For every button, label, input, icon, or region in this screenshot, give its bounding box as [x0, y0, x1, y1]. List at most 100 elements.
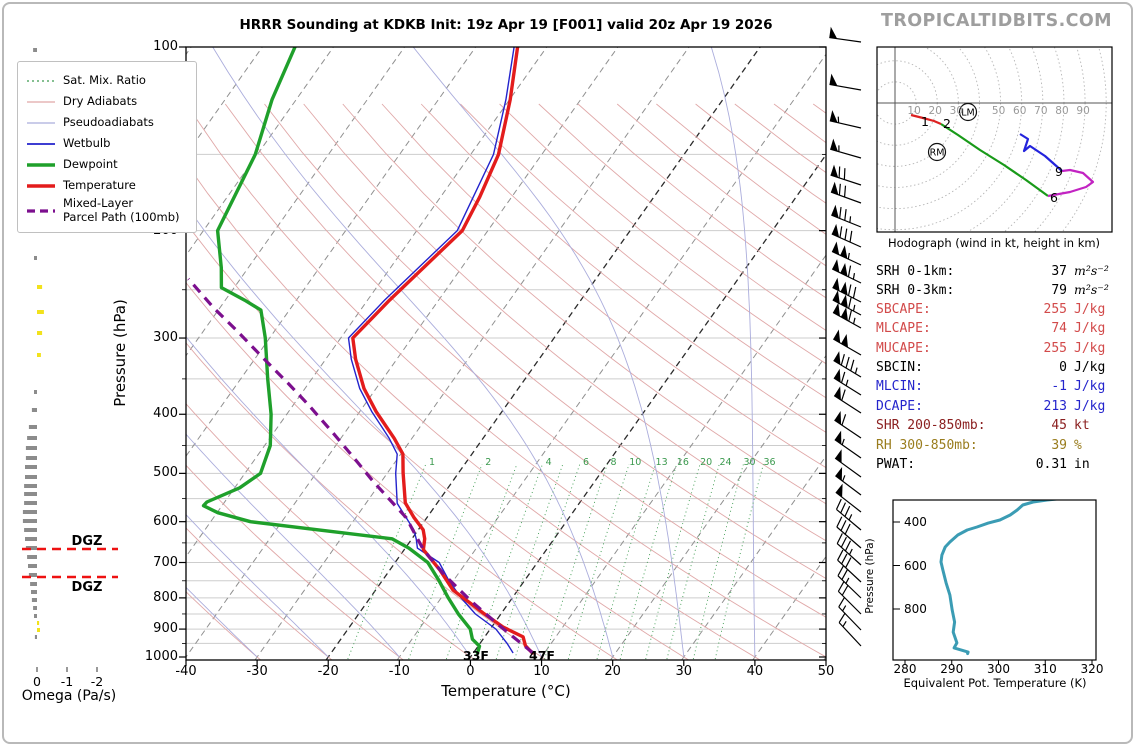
wind-barb-shaft [833, 360, 862, 378]
wind-barb-full [843, 185, 847, 198]
omega-bar [28, 564, 37, 568]
wind-barb-pennant [833, 329, 841, 343]
dry-adiabat-line [420, 103, 826, 433]
wind-barb-full [836, 533, 843, 544]
omega-bar [37, 285, 43, 289]
indices-panel: SRH 0-1km: 37 m²s⁻² SRH 0-3km: 79 m²s⁻² SBCAPE… [876, 263, 1128, 476]
wind-barb-pennant [840, 245, 848, 259]
storm-motion-label: LM [961, 107, 975, 118]
dewpoint-curve [201, 47, 482, 655]
wind-barb-half [841, 438, 845, 446]
wetbulb-curve [347, 47, 515, 654]
legend-swatch [26, 113, 56, 132]
legend-swatch [26, 92, 56, 111]
wind-barb-full [847, 265, 852, 277]
omega-bar [37, 628, 40, 632]
legend-item-label: Sat. Mix. Ratio [63, 72, 146, 87]
omega-bar [28, 573, 37, 577]
skewt-frame [185, 46, 827, 661]
omega-bar [24, 484, 37, 488]
wind-barb-pennant [832, 241, 840, 255]
wind-barb-full [844, 540, 852, 552]
omega-bar [34, 390, 37, 394]
wind-barb-full [848, 297, 852, 309]
hodograph-segment-9km+ [1019, 133, 1063, 172]
legend-swatch [26, 155, 56, 174]
mixing-ratio-line [473, 464, 543, 660]
wind-barb-shaft [833, 395, 862, 414]
index-row: SRH 0-3km: 79 m²s⁻² [876, 282, 1128, 301]
mixing-ratio-line [619, 464, 678, 660]
index-row: MLCIN: -1 J/kg [876, 379, 1128, 398]
index-label: SRH 0-3km: [876, 283, 955, 299]
hodograph-height-label: 9 [1055, 164, 1063, 179]
legend-item-label: Dewpoint [63, 156, 118, 171]
wind-barb-full [838, 596, 846, 608]
index-value: 74 [1051, 321, 1067, 337]
isotherm-line [254, 47, 690, 660]
dry-adiabat-line [381, 103, 826, 469]
skewt-plot-area [186, 47, 826, 660]
pseudoadiabat-line [186, 336, 471, 658]
omega-bar [25, 537, 37, 541]
dry-adiabat-line [186, 103, 826, 658]
wind-barb-half [854, 367, 858, 374]
wind-barb-pennant [833, 351, 841, 365]
legend-item-label: Pseudoadiabats [63, 114, 154, 129]
legend-item-label: Mixed-Layer Parcel Path (100mb) [63, 196, 180, 224]
index-value: 39 [1051, 437, 1067, 453]
index-label: SRH 0-1km: [876, 264, 955, 279]
wind-barb-full [836, 516, 843, 528]
index-label: MUCAPE: [876, 340, 931, 356]
isotherm-line [610, 354, 826, 660]
wind-barb-pennant [834, 411, 842, 425]
wind-barb-shaft [829, 83, 862, 91]
wind-barb-shaft [835, 491, 862, 513]
wind-barb-full [839, 226, 843, 238]
mixing-ratio-line [514, 464, 581, 660]
wind-barb-pennant [832, 290, 840, 304]
storm-motion-label: RM [930, 147, 945, 158]
omega-panel [22, 48, 118, 672]
wind-barb-pennant [840, 281, 848, 296]
wind-barb-pennant [831, 223, 840, 238]
index-value: 255 [1043, 340, 1067, 356]
legend-item-label: Dry Adiabats [63, 93, 138, 108]
omega-bar [37, 621, 40, 625]
omega-bar [24, 492, 37, 496]
dry-adiabat-line [186, 527, 333, 660]
index-row: MLCAPE: 74 J/kg [876, 321, 1128, 340]
wind-barb-pennant [841, 334, 848, 348]
index-row: SHR 200-850mb: 45 kt [876, 418, 1128, 437]
theta-e-frame [892, 499, 1097, 661]
index-row: DCAPE: 213 J/kg [876, 399, 1128, 418]
wind-barb-pennant [831, 204, 839, 218]
dry-adiabat-line [264, 103, 826, 580]
legend-item: Pseudoadiabats [26, 113, 188, 132]
index-label: MLCIN: [876, 379, 923, 395]
omega-bar [22, 519, 37, 523]
omega-bar [24, 528, 37, 532]
wind-barb-full [852, 286, 857, 299]
dry-adiabat-line [186, 591, 262, 660]
legend-swatch [26, 134, 56, 153]
wind-barb-half [847, 252, 850, 260]
index-unit: J/kg [1074, 359, 1106, 375]
wind-barb-half [848, 548, 853, 555]
legend-swatch [26, 201, 56, 220]
legend-item: Dry Adiabats [26, 92, 188, 111]
index-value: 255 [1043, 301, 1067, 317]
omega-bar [37, 331, 43, 335]
wind-barb-full [841, 553, 848, 565]
isotherm-line [186, 47, 405, 357]
wind-barb-pennant [833, 302, 840, 317]
dry-adiabat-line [224, 103, 826, 618]
omega-bar [30, 582, 37, 586]
wind-barb-half [842, 620, 847, 627]
hodograph-segment-6-9km [1047, 168, 1095, 198]
omega-bar [22, 510, 37, 514]
omega-bar [28, 425, 37, 429]
hodograph-segment-0-1km [910, 113, 942, 126]
wind-barb-half [845, 379, 849, 386]
